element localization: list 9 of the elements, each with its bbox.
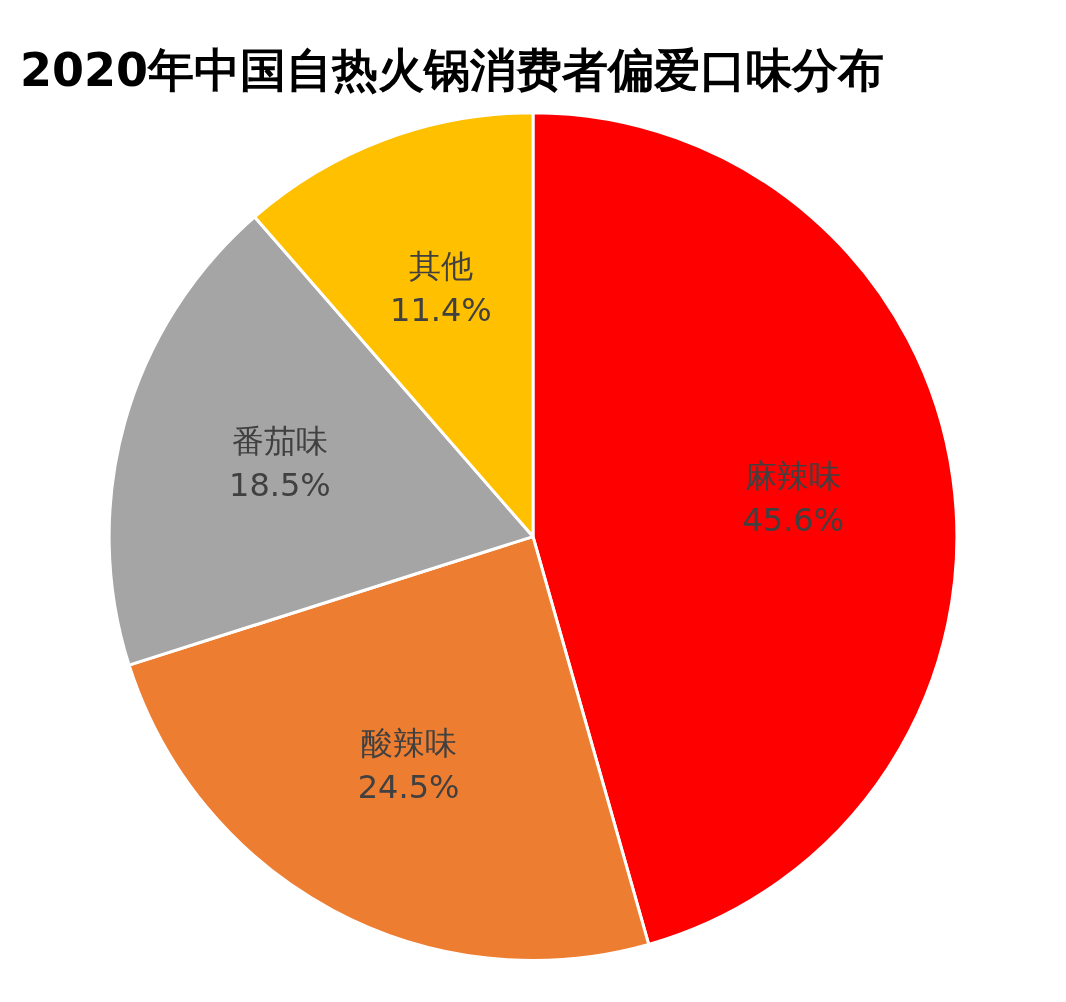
slice-label: 麻辣味 bbox=[745, 456, 842, 495]
data-label: 24.5% bbox=[357, 768, 460, 807]
slice-label: 其他 bbox=[408, 246, 473, 285]
slice-label: 番茄味 bbox=[231, 421, 328, 460]
chart-title: 2020年中国自热火锅消费者偏爱口味分布 bbox=[20, 42, 885, 97]
data-label: 11.4% bbox=[390, 290, 492, 329]
slice-label: 酸辣味 bbox=[360, 724, 457, 763]
data-label: 18.5% bbox=[229, 465, 331, 504]
data-label: 45.6% bbox=[742, 500, 845, 539]
